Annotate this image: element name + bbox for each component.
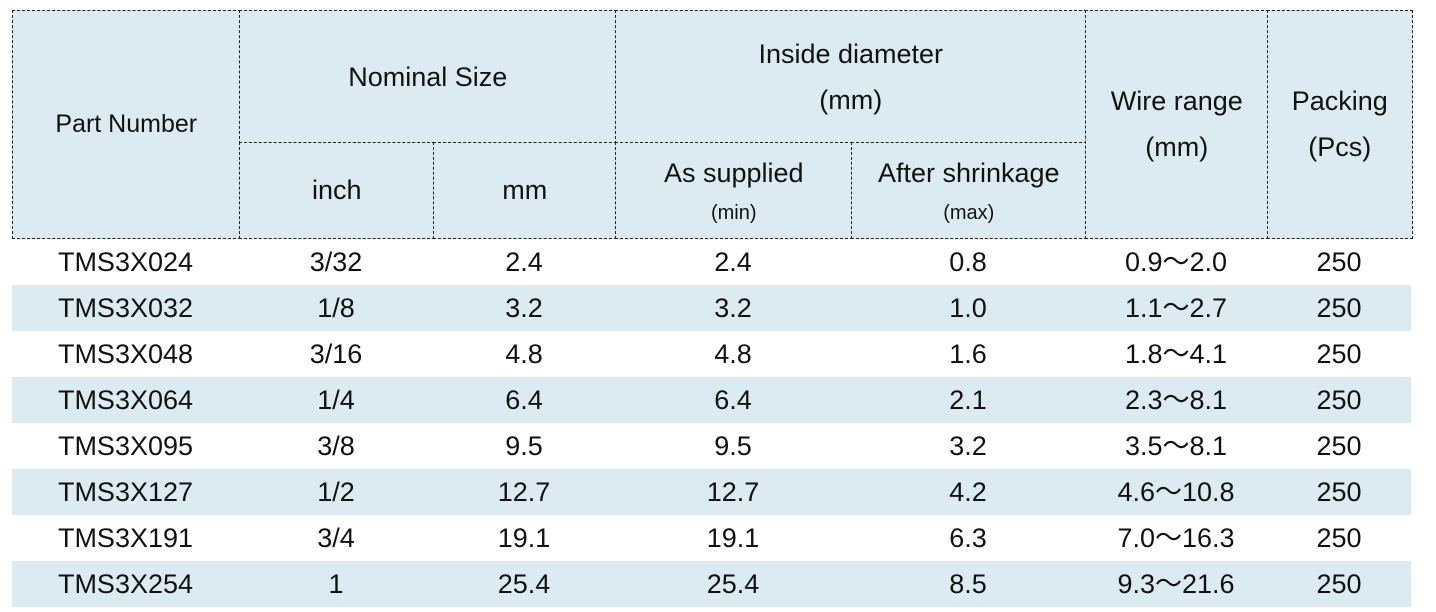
table-cell: TMS3X024 bbox=[57, 247, 194, 277]
table-cell: 8.5 bbox=[949, 569, 987, 599]
table-cell: 1 bbox=[328, 569, 344, 599]
table-cell: 2.4 bbox=[714, 247, 752, 277]
table-cell: 4.6～10.8 bbox=[1117, 477, 1235, 507]
table-row: TMS3X064 1/4 6.4 6.4 2.1 2.3～8.1 250 bbox=[12, 377, 1411, 423]
table-cell: TMS3X191 bbox=[57, 523, 194, 553]
table-cell: 3/4 bbox=[317, 523, 355, 553]
table-cell: 1.0 bbox=[949, 293, 987, 323]
header-cell: Wire range (mm) bbox=[1085, 10, 1269, 239]
table-cell: 0.8 bbox=[949, 247, 987, 277]
table-cell: 12.7 bbox=[706, 477, 760, 507]
table-row: TMS3X095 3/8 9.5 9.5 3.2 3.5～8.1 250 bbox=[12, 423, 1411, 469]
table-cell: 3/16 bbox=[309, 339, 363, 369]
table-cell: 250 bbox=[1316, 477, 1362, 507]
header-text: (Pcs) bbox=[1308, 132, 1372, 163]
table-cell: 4.8 bbox=[714, 339, 752, 369]
header-text: (max) bbox=[943, 202, 995, 225]
header-text: Wire range bbox=[1110, 86, 1243, 117]
table-cell: 19.1 bbox=[497, 523, 551, 553]
header-text: As supplied bbox=[663, 158, 804, 189]
table-cell: 3/32 bbox=[309, 247, 363, 277]
table-cell: TMS3X048 bbox=[57, 339, 194, 369]
table-cell: 250 bbox=[1316, 385, 1362, 415]
table-cell: 6.3 bbox=[949, 523, 987, 553]
table-cell: 250 bbox=[1316, 247, 1362, 277]
table-cell: 7.0～16.3 bbox=[1117, 523, 1235, 553]
header-text: Inside diameter bbox=[758, 38, 944, 69]
header-cell: Inside diameter (mm) bbox=[615, 10, 1087, 144]
table-cell: 3/8 bbox=[317, 431, 355, 461]
table-cell: 9.5 bbox=[505, 431, 543, 461]
table-cell: 4.8 bbox=[505, 339, 543, 369]
table-cell: 1.6 bbox=[949, 339, 987, 369]
header-text: Part Number bbox=[55, 110, 198, 139]
table-cell: 1/8 bbox=[317, 293, 355, 323]
header-cell: Part Number bbox=[12, 10, 241, 239]
header-text: (mm) bbox=[819, 84, 883, 115]
header-text: After shrinkage bbox=[877, 158, 1060, 189]
table-cell: 250 bbox=[1316, 569, 1362, 599]
table-cell: 3.5～8.1 bbox=[1124, 431, 1228, 461]
header-cell: As supplied (min) bbox=[615, 142, 853, 239]
table-cell: 12.7 bbox=[497, 477, 551, 507]
header-text: mm bbox=[502, 175, 548, 206]
table-cell: 2.3～8.1 bbox=[1124, 385, 1228, 415]
header-text: Nominal Size bbox=[348, 61, 508, 92]
table-cell: 250 bbox=[1316, 431, 1362, 461]
table-cell: 3.2 bbox=[505, 293, 543, 323]
table-cell: 19.1 bbox=[706, 523, 760, 553]
header-text: Packing bbox=[1291, 86, 1388, 117]
table-cell: TMS3X032 bbox=[57, 293, 194, 323]
table-cell: 1/2 bbox=[317, 477, 355, 507]
table-cell: 250 bbox=[1316, 293, 1362, 323]
table-row: TMS3X127 1/2 12.7 12.7 4.2 4.6～10.8 250 bbox=[12, 469, 1411, 515]
header-cell: mm bbox=[433, 142, 617, 239]
table-row: TMS3X254 1 25.4 25.4 8.5 9.3～21.6 250 bbox=[12, 561, 1411, 607]
header-cell: After shrinkage (max) bbox=[851, 142, 1087, 239]
table-row: TMS3X191 3/4 19.1 19.1 6.3 7.0～16.3 250 bbox=[12, 515, 1411, 561]
table-cell: 9.3～21.6 bbox=[1117, 569, 1235, 599]
table-row: TMS3X048 3/16 4.8 4.8 1.6 1.8～4.1 250 bbox=[12, 331, 1411, 377]
table-cell: 3.2 bbox=[949, 431, 987, 461]
table-cell: 1/4 bbox=[317, 385, 355, 415]
header-cell: Nominal Size bbox=[239, 10, 617, 144]
table-cell: 1.8～4.1 bbox=[1124, 339, 1228, 369]
table-cell: 1.1～2.7 bbox=[1124, 293, 1228, 323]
table-row: TMS3X024 3/32 2.4 2.4 0.8 0.9～2.0 250 bbox=[12, 239, 1411, 285]
table-cell: 25.4 bbox=[497, 569, 551, 599]
table-cell: TMS3X095 bbox=[57, 431, 194, 461]
header-cell: inch bbox=[239, 142, 435, 239]
table-cell: 6.4 bbox=[505, 385, 543, 415]
header-text: (mm) bbox=[1145, 132, 1209, 163]
table-cell: 250 bbox=[1316, 339, 1362, 369]
table-cell: 250 bbox=[1316, 523, 1362, 553]
table-cell: 4.2 bbox=[949, 477, 987, 507]
table-cell: TMS3X127 bbox=[57, 477, 194, 507]
table-cell: 3.2 bbox=[714, 293, 752, 323]
table-cell: 9.5 bbox=[714, 431, 752, 461]
table-cell: 25.4 bbox=[706, 569, 760, 599]
header-cell: Packing (Pcs) bbox=[1267, 10, 1413, 239]
table-cell: 2.1 bbox=[949, 385, 987, 415]
table-cell: TMS3X254 bbox=[57, 569, 194, 599]
table-cell: 6.4 bbox=[714, 385, 752, 415]
header-text: inch bbox=[311, 175, 362, 206]
table-cell: TMS3X064 bbox=[57, 385, 194, 415]
header-text: (min) bbox=[710, 202, 757, 225]
table-cell: 0.9～2.0 bbox=[1124, 247, 1228, 277]
table-row: TMS3X032 1/8 3.2 3.2 1.0 1.1～2.7 250 bbox=[12, 285, 1411, 331]
table-cell: 2.4 bbox=[505, 247, 543, 277]
